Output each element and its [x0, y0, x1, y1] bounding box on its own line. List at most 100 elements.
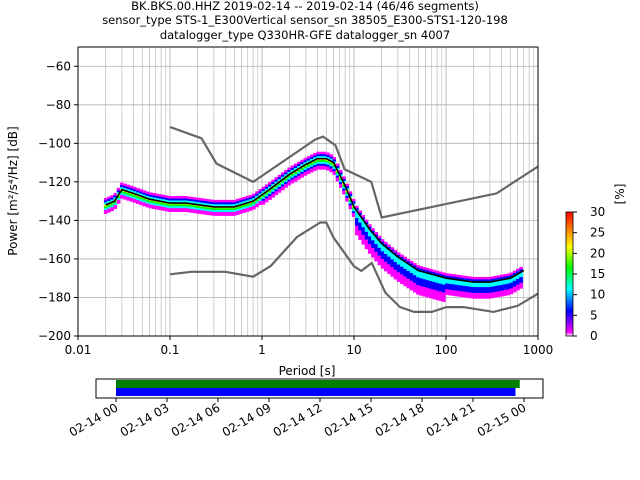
heatmap-cell [248, 194, 253, 198]
heatmap-cell [493, 281, 498, 285]
heatmap-cell [458, 290, 462, 293]
heatmap-cell [509, 278, 514, 281]
heatmap-cell [132, 190, 137, 194]
heatmap-cell [165, 208, 169, 212]
heatmap-cell [503, 276, 507, 279]
heatmap-cell [332, 166, 337, 170]
heatmap-cell [503, 293, 507, 296]
heatmap-cell [197, 209, 201, 212]
heatmap-cell [155, 195, 160, 199]
heatmap-cell [194, 199, 198, 202]
heatmap-cell [252, 195, 256, 199]
heatmap-cell [194, 210, 198, 214]
heatmap-cell [425, 279, 430, 283]
high-noise-model-line [169, 125, 538, 219]
heatmap-cell [406, 270, 411, 273]
heatmap-cell [300, 161, 304, 165]
heatmap-cell [432, 269, 436, 273]
heatmap-cell [448, 273, 453, 277]
heatmap-cell [322, 159, 327, 162]
heatmap-cell [329, 158, 333, 161]
heatmap-cell [493, 287, 498, 290]
heatmap-cell [390, 249, 395, 252]
heatmap-cell [235, 198, 240, 202]
heatmap-cell [309, 164, 314, 167]
heatmap-cell [355, 207, 359, 211]
heatmap-cell [387, 256, 391, 259]
y-tick-label: −60 [46, 59, 71, 73]
heatmap-cell [351, 199, 356, 202]
heatmap-cell [168, 203, 172, 207]
heatmap-cell [216, 201, 221, 205]
heatmap-cell [429, 286, 433, 289]
heatmap-cell [367, 239, 372, 243]
heatmap-cell [190, 210, 195, 213]
heatmap-cell [219, 213, 224, 216]
heatmap-cell [464, 289, 469, 292]
heatmap-cell [438, 271, 443, 275]
heatmap-cell [506, 288, 510, 292]
heatmap-cell [477, 294, 482, 297]
heatmap-cell [332, 157, 337, 160]
heatmap-cell [506, 281, 510, 284]
heatmap-cell [454, 286, 459, 289]
heatmap-cell [380, 254, 385, 258]
heatmap-cell [316, 163, 321, 166]
heatmap-cell [477, 290, 482, 293]
heatmap-cell [142, 198, 147, 201]
heatmap-cell [123, 193, 127, 196]
heatmap-cell [454, 288, 459, 291]
heatmap-cell [374, 243, 378, 246]
heatmap-cell [219, 209, 224, 213]
heatmap-cell [393, 257, 398, 261]
title-line-1: BK.BKS.00.HHZ 2019-02-14 -- 2019-02-14 (… [131, 0, 479, 13]
heatmap-cell [416, 272, 420, 276]
heatmap-cell [232, 203, 237, 207]
y-axis: −60 −80 −100 −120 −140 −160 −180 −200 [38, 59, 78, 343]
heatmap-cell [429, 274, 433, 278]
heatmap-cell [107, 206, 111, 209]
heatmap-cell [329, 169, 333, 173]
heatmap-cell [293, 167, 298, 170]
heatmap-cell [477, 282, 482, 286]
heatmap-cell [367, 249, 372, 252]
heatmap-cell [419, 277, 424, 281]
heatmap-cell [223, 207, 227, 211]
heatmap-cell [387, 246, 391, 249]
heatmap-cell [319, 159, 324, 162]
heatmap-cell [400, 254, 404, 258]
heatmap-cell [435, 284, 440, 287]
heatmap-cell [245, 195, 250, 199]
heatmap-cell [103, 209, 108, 213]
heatmap-cell [203, 208, 208, 211]
heatmap-cell [293, 171, 298, 174]
heatmap-cell [516, 270, 520, 274]
heatmap-cell [274, 192, 279, 196]
heatmap-cell [438, 279, 443, 282]
heatmap-cell [374, 233, 378, 237]
heatmap-cell [232, 199, 237, 203]
heatmap-cell [113, 200, 118, 204]
heatmap-cell [419, 289, 424, 292]
heatmap-cell [103, 207, 108, 211]
heatmap-cell [477, 278, 482, 282]
heatmap-cell [245, 209, 250, 212]
heatmap-cell [503, 285, 507, 289]
heatmap-cell [438, 273, 443, 277]
heatmap-cell [435, 291, 440, 295]
heatmap-cell [393, 273, 398, 276]
heatmap-cell [503, 289, 507, 293]
heatmap-cell [129, 193, 134, 196]
heatmap-cell [461, 288, 465, 292]
heatmap-cell [261, 188, 266, 192]
heatmap-cell [390, 247, 395, 250]
heatmap-cell [309, 162, 314, 165]
heatmap-cell [477, 292, 482, 295]
heatmap-cell [477, 288, 482, 292]
heatmap-cell [374, 247, 378, 250]
heatmap-cell [406, 274, 411, 277]
heatmap-cell [248, 196, 253, 200]
heatmap-cell [432, 290, 436, 294]
heatmap-cell [413, 286, 417, 289]
heatmap-cell [483, 290, 488, 293]
